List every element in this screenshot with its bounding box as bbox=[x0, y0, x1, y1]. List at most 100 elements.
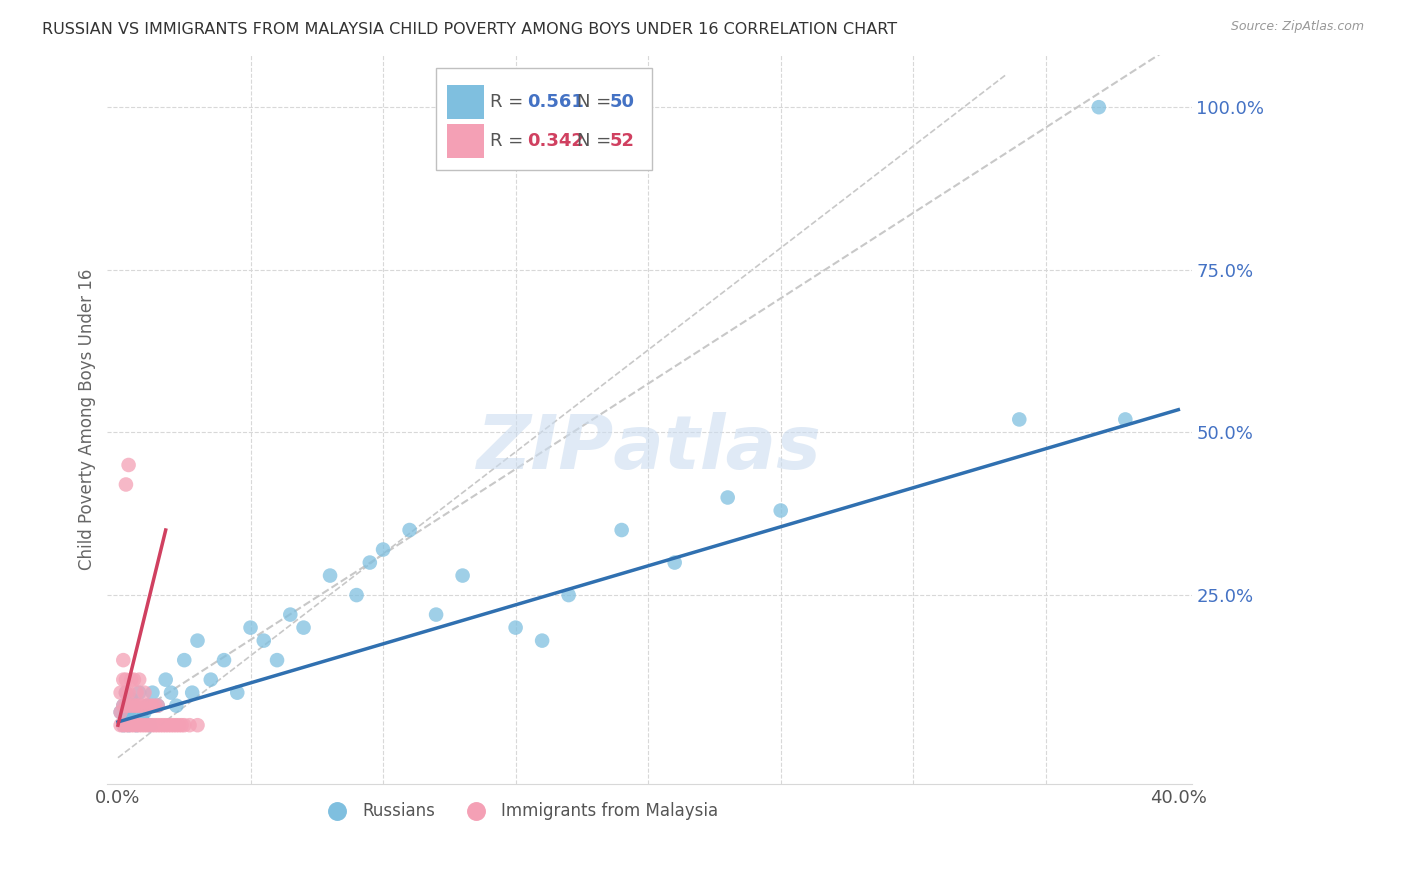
Legend: Russians, Immigrants from Malaysia: Russians, Immigrants from Malaysia bbox=[314, 795, 725, 826]
FancyBboxPatch shape bbox=[447, 124, 484, 158]
Point bbox=[1008, 412, 1031, 426]
Point bbox=[110, 686, 132, 700]
Point bbox=[117, 458, 139, 472]
Point bbox=[160, 686, 183, 700]
Text: 0.561: 0.561 bbox=[527, 93, 583, 111]
Point bbox=[146, 698, 169, 713]
Point bbox=[128, 718, 150, 732]
Point bbox=[155, 673, 177, 687]
Point bbox=[112, 653, 135, 667]
Point bbox=[212, 653, 235, 667]
Point bbox=[115, 698, 138, 713]
Point bbox=[115, 686, 138, 700]
Point bbox=[359, 556, 381, 570]
Point bbox=[141, 698, 163, 713]
Point bbox=[110, 705, 132, 719]
Point bbox=[610, 100, 633, 114]
Point bbox=[163, 718, 186, 732]
Point bbox=[226, 686, 249, 700]
FancyBboxPatch shape bbox=[447, 85, 484, 119]
Point bbox=[131, 698, 153, 713]
Point bbox=[141, 686, 163, 700]
Point bbox=[115, 698, 138, 713]
Point bbox=[117, 698, 139, 713]
Text: ZIP​atlas: ZIP​atlas bbox=[477, 412, 823, 485]
Point bbox=[139, 718, 162, 732]
Point bbox=[117, 686, 139, 700]
Point bbox=[112, 718, 135, 732]
Point bbox=[179, 718, 201, 732]
Point bbox=[122, 698, 145, 713]
Point bbox=[186, 718, 208, 732]
Point bbox=[505, 621, 527, 635]
Point bbox=[122, 718, 145, 732]
Point bbox=[143, 698, 166, 713]
Point bbox=[128, 673, 150, 687]
Point bbox=[120, 673, 142, 687]
Y-axis label: Child Poverty Among Boys Under 16: Child Poverty Among Boys Under 16 bbox=[79, 268, 96, 570]
Point bbox=[531, 633, 554, 648]
Point bbox=[451, 568, 474, 582]
Point bbox=[160, 718, 183, 732]
Text: RUSSIAN VS IMMIGRANTS FROM MALAYSIA CHILD POVERTY AMONG BOYS UNDER 16 CORRELATIO: RUSSIAN VS IMMIGRANTS FROM MALAYSIA CHIL… bbox=[42, 22, 897, 37]
Point bbox=[170, 718, 193, 732]
Point bbox=[115, 686, 138, 700]
Point bbox=[146, 698, 169, 713]
Point bbox=[239, 621, 262, 635]
FancyBboxPatch shape bbox=[436, 69, 651, 169]
Point bbox=[122, 698, 145, 713]
Point bbox=[157, 718, 180, 732]
Point bbox=[152, 718, 174, 732]
Point bbox=[425, 607, 447, 622]
Point bbox=[136, 718, 159, 732]
Point bbox=[1088, 100, 1111, 114]
Point bbox=[110, 705, 132, 719]
Point bbox=[136, 698, 159, 713]
Point bbox=[398, 523, 420, 537]
Point bbox=[610, 523, 633, 537]
Point bbox=[134, 686, 156, 700]
Point bbox=[717, 491, 740, 505]
Point bbox=[173, 718, 195, 732]
Point bbox=[128, 698, 150, 713]
Point bbox=[292, 621, 315, 635]
Point bbox=[557, 588, 579, 602]
Text: N =: N = bbox=[576, 132, 617, 150]
Text: R =: R = bbox=[491, 93, 529, 111]
Point bbox=[115, 477, 138, 491]
Point bbox=[110, 718, 132, 732]
Point bbox=[120, 718, 142, 732]
Point bbox=[186, 633, 208, 648]
Point bbox=[131, 712, 153, 726]
Point bbox=[125, 718, 148, 732]
Point bbox=[769, 503, 792, 517]
Point bbox=[125, 686, 148, 700]
Point bbox=[167, 718, 190, 732]
Point bbox=[134, 718, 156, 732]
Point bbox=[139, 698, 162, 713]
Point bbox=[128, 686, 150, 700]
Point bbox=[112, 673, 135, 687]
Text: 52: 52 bbox=[609, 132, 634, 150]
Point bbox=[141, 718, 163, 732]
Point bbox=[165, 718, 187, 732]
Point bbox=[115, 673, 138, 687]
Point bbox=[346, 588, 368, 602]
Point bbox=[319, 568, 342, 582]
Point bbox=[1114, 412, 1136, 426]
Point bbox=[664, 556, 686, 570]
Point bbox=[120, 692, 142, 706]
Text: 0.342: 0.342 bbox=[527, 132, 583, 150]
Point bbox=[143, 718, 166, 732]
Point bbox=[112, 718, 135, 732]
Point bbox=[125, 718, 148, 732]
Point bbox=[146, 718, 169, 732]
Point bbox=[134, 705, 156, 719]
Point bbox=[136, 698, 159, 713]
Point bbox=[112, 698, 135, 713]
Point bbox=[266, 653, 288, 667]
Point bbox=[278, 607, 301, 622]
Point bbox=[173, 653, 195, 667]
Point bbox=[139, 718, 162, 732]
Point bbox=[253, 633, 276, 648]
